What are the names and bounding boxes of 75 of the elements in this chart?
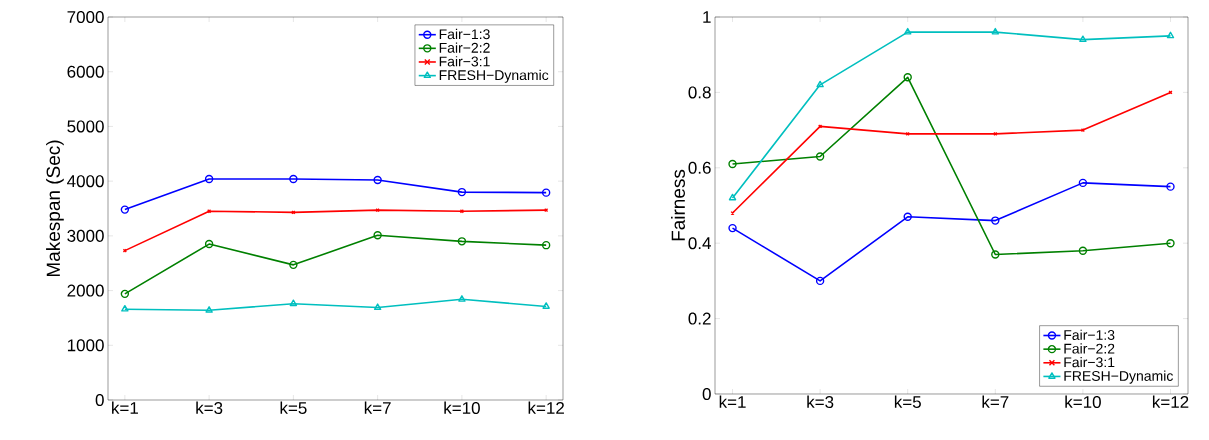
y-tick-label: 2000 (67, 284, 104, 297)
point (815, 152, 825, 161)
point (120, 205, 130, 214)
point (205, 306, 213, 313)
point (815, 276, 825, 286)
legend-label: Fair−1:3 (1064, 329, 1115, 340)
x-tick-label: k=3 (196, 401, 223, 415)
legend-label: Fair−3:1 (439, 56, 490, 67)
y-tick-label: 0 (95, 393, 104, 407)
point (289, 174, 298, 184)
y-axis-title: Makespan (Sec) (46, 140, 64, 277)
point (457, 237, 467, 246)
point (289, 260, 298, 270)
point (991, 250, 1000, 259)
x-tick-label: k=3 (807, 395, 834, 409)
x-tick-label: k=12 (1152, 395, 1189, 408)
point (903, 73, 912, 82)
y-tick-label: 1000 (67, 339, 104, 352)
point (541, 188, 551, 197)
y-tick-label: 0 (702, 387, 711, 401)
y-tick-label: 7000 (67, 10, 104, 24)
point (373, 303, 382, 310)
point (373, 231, 382, 240)
point (1078, 178, 1088, 188)
point (1166, 182, 1175, 191)
x-tick-label: k=12 (528, 401, 564, 414)
point (375, 208, 380, 213)
x-tick-label: k=1 (719, 395, 746, 408)
point (1079, 35, 1087, 43)
y-tick-label: 6000 (67, 65, 104, 78)
legend-label: Fair−2:2 (1064, 343, 1115, 354)
x-tick-label: k=5 (280, 401, 307, 415)
point (816, 80, 824, 88)
point (991, 216, 1000, 225)
legend-label: Fair−3:1 (1064, 356, 1115, 368)
point (728, 223, 737, 233)
point (1166, 239, 1175, 248)
point (120, 289, 130, 299)
point (728, 159, 737, 169)
x-tick-label: k=5 (894, 395, 921, 409)
legend-label: Fair−1:3 (439, 28, 490, 40)
y-axis-title: Fairness (671, 169, 685, 241)
point (373, 175, 382, 185)
point (728, 193, 737, 201)
point (1166, 31, 1175, 39)
y-tick-label: 0.6 (688, 161, 711, 174)
legend-label: FRESH−Dynamic (1064, 370, 1173, 384)
legend-label: FRESH−Dynamic (439, 69, 549, 83)
y-tick-label: 0.2 (688, 312, 711, 325)
point (542, 302, 550, 309)
point (818, 124, 823, 129)
point (991, 27, 1000, 35)
point (121, 304, 129, 312)
y-tick-label: 1 (703, 11, 711, 23)
point (457, 187, 467, 197)
x-tick-label: k=1 (112, 401, 138, 414)
x-tick-label: k=10 (1065, 395, 1101, 409)
x-tick-label: k=7 (982, 395, 1009, 408)
y-tick-label: 4000 (67, 175, 104, 188)
point (458, 295, 466, 302)
x-tick-label: k=7 (364, 401, 391, 414)
y-tick-label: 0.8 (688, 86, 711, 99)
point (903, 212, 912, 222)
point (730, 210, 735, 216)
x-tick-label: k=10 (444, 401, 480, 415)
point (903, 27, 912, 35)
y-tick-label: 3000 (67, 229, 104, 242)
y-tick-label: 5000 (67, 120, 104, 133)
point (204, 239, 214, 249)
legend-label: Fair−2:2 (439, 42, 490, 53)
y-tick-label: 0.4 (688, 237, 711, 250)
point (541, 240, 551, 250)
point (1078, 246, 1088, 255)
point (289, 299, 298, 307)
point (204, 174, 214, 184)
